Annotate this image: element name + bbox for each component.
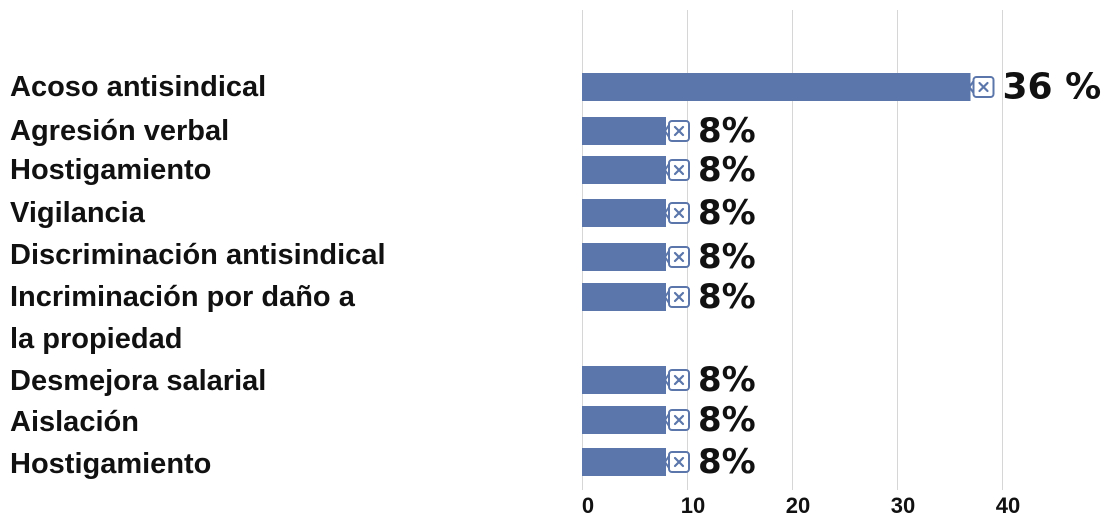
marker-x [673,374,685,386]
category-label: Hostigamiento [10,154,211,186]
value-label: 8% [698,442,756,482]
value-label: 8% [698,360,756,400]
marker-x [673,207,685,219]
value-labels: 36 %8%8%8%8%8%8%8%8% [698,67,1101,483]
checkbox-x-icon [664,120,690,142]
marker-notch [664,163,670,177]
marker-notch [664,206,670,220]
category-label: Aislación [10,406,139,438]
bar [582,283,666,311]
checkbox-x-icon [968,76,995,98]
category-label: Discriminación antisindical [10,239,386,271]
marker-x [673,164,685,176]
bar [582,406,666,434]
value-label: 8% [698,193,756,233]
value-label: 8% [698,400,756,440]
checkbox-x-icon [664,159,690,181]
x-tick-label: 20 [786,493,810,518]
category-label: la propiedad [10,323,182,355]
marker-notch [664,124,670,138]
marker-notch [968,80,975,94]
checkbox-x-icon [664,369,690,391]
bar [582,117,666,145]
value-label: 8% [698,237,756,277]
bar [582,156,666,184]
bar [582,366,666,394]
marker-notch [664,373,670,387]
bar [582,73,971,101]
bar [582,448,666,476]
category-label: Incriminación por daño a [10,281,356,313]
marker-x [673,251,685,263]
value-label: 36 % [1003,67,1102,108]
category-label: Desmejora salarial [10,365,266,397]
checkbox-x-icon [664,246,690,268]
marker-notch [664,455,670,469]
marker-x [673,125,685,137]
value-label: 8% [698,111,756,151]
bar [582,243,666,271]
category-label: Agresión verbal [10,115,229,147]
x-tick-label: 10 [681,493,705,518]
marker-x [673,414,685,426]
x-tick-label: 30 [891,493,915,518]
marker-x [673,291,685,303]
marker-notch [664,250,670,264]
marker-x [978,81,989,93]
x-tick-label: 0 [582,493,594,518]
marker-notch [664,413,670,427]
x-axis-ticks: 0 10 20 30 40 [582,493,1020,518]
value-label: 8% [698,277,756,317]
marker-x [673,456,685,468]
checkbox-x-icon [664,286,690,308]
category-labels: Acoso antisindical Agresión verbal Hostiga… [10,71,386,480]
category-label: Vigilancia [10,197,146,229]
x-tick-label: 40 [996,493,1020,518]
checkbox-x-icon [664,202,690,224]
checkbox-x-icon [664,409,690,431]
category-label: Hostigamiento [10,448,211,480]
marker-notch [664,290,670,304]
bar [582,199,666,227]
checkbox-x-icon [664,451,690,473]
bars [582,73,995,476]
category-label: Acoso antisindical [10,71,266,103]
value-label: 8% [698,150,756,190]
